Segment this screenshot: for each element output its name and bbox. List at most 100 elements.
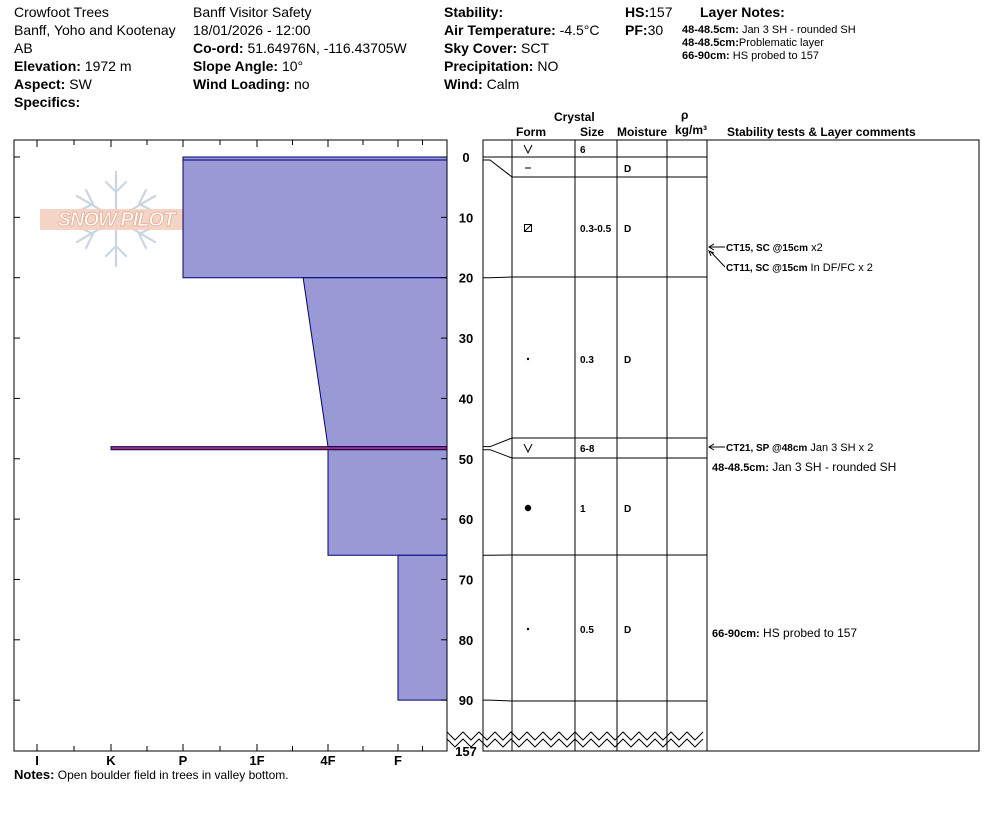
comment-ct11: CT11, SC @15cm In DF/FC x 2 [726, 262, 873, 274]
coord-label: Co-ord: [193, 40, 244, 56]
layer-connector [483, 699, 513, 702]
layer-row-3: 0.3 D [526, 355, 631, 366]
wind-label: Wind: [444, 76, 483, 92]
comment-ct15: CT15, SC @15cm x2 [726, 242, 823, 254]
moisture-header: Moisture [617, 125, 668, 139]
layer-note-2: 48-48.5cm:Problematic layer [682, 37, 824, 49]
coord-value: 51.64976N, -116.43705W [247, 40, 407, 56]
slope-label: Slope Angle: [193, 58, 279, 74]
depth-label: 70 [459, 572, 473, 587]
location-name: Crowfoot Trees [14, 4, 109, 20]
stability-label: Stability: [444, 4, 504, 20]
layer-note-1: 48-48.5cm: Jan 3 SH - rounded SH [682, 24, 856, 36]
moisture: D [624, 164, 631, 175]
moisture: D [624, 355, 631, 366]
coordinates: Co-ord: 51.64976N, -116.43705W [193, 39, 407, 57]
layer-note-3: 66-90cm: HS probed to 157 [682, 50, 819, 62]
crystal-header: Crystal [554, 110, 595, 124]
depth-label: 40 [459, 391, 473, 406]
comment-arrows [708, 243, 726, 451]
hardness-label: I [35, 753, 39, 768]
moisture: D [624, 625, 631, 636]
hardness-label: 4F [320, 753, 335, 768]
precip-value: NO [537, 58, 559, 74]
rounded-grains-icon [524, 504, 532, 512]
layer-row-0: 6 [523, 144, 586, 156]
hardness-label: F [394, 753, 402, 768]
depth-label: 80 [459, 633, 473, 648]
layer-connector [483, 276, 513, 279]
notes: Notes: Open boulder field in trees in va… [14, 767, 289, 782]
wind-value: Calm [486, 76, 520, 92]
grain-size: 0.3-0.5 [580, 224, 612, 235]
grain-size: 6-8 [580, 444, 595, 455]
depth-break-zigzag [446, 731, 704, 748]
layer-row-6: 0.5 D [526, 625, 631, 636]
penetration-foot: PF:30 [625, 21, 663, 39]
hardness-layer-2 [302, 277, 448, 448]
comment-layer-66: 66-90cm: HS probed to 157 [712, 626, 857, 640]
rounded-grains-icon [526, 627, 530, 631]
rounded-grains-icon [526, 357, 530, 361]
hardness-layer-4 [327, 449, 448, 556]
faceted-crystals-icon [524, 224, 532, 232]
specifics: Specifics: [14, 93, 80, 111]
logo-text: SNOW PILOT [58, 209, 177, 231]
precipitation: Precipitation: NO [444, 57, 558, 75]
air-temp-value: -4.5°C [559, 22, 600, 38]
observer: Banff Visitor Safety [193, 4, 312, 20]
pf-label: PF: [625, 22, 648, 38]
rho-header: ρ [681, 108, 689, 122]
layer-notes-title: Layer Notes: [700, 4, 785, 20]
depth-label: 90 [459, 693, 473, 708]
hardness-layer-5 [397, 554, 448, 701]
hardness-label: 1F [249, 753, 264, 768]
wind-loading-value: no [293, 76, 310, 92]
air-temp-label: Air Temperature: [444, 22, 556, 38]
wind-loading-label: Wind Loading: [193, 76, 291, 92]
depth-label: 0 [462, 150, 469, 165]
precip-label: Precipitation: [444, 58, 534, 74]
hardness-label: P [179, 753, 188, 768]
region: Banff, Yoho and Kootenay [14, 22, 176, 38]
province: AB [14, 40, 33, 56]
wind-loading: Wind Loading: no [193, 75, 310, 93]
layer-row-1: D [525, 164, 631, 175]
aspect-value: SW [69, 76, 92, 92]
layer-row-2: 0.3-0.5 D [524, 224, 631, 235]
sky-label: Sky Cover: [444, 40, 518, 56]
stability: Stability: [444, 3, 503, 21]
moisture: D [624, 224, 631, 235]
depth-label: 30 [459, 331, 473, 346]
comment-layer-48: 48-48.5cm: Jan 3 SH - rounded SH [712, 460, 896, 474]
elevation-value: 1972 m [84, 58, 132, 74]
slope-value: 10° [281, 58, 304, 74]
hardness-layer-1 [182, 159, 448, 279]
depth-label: 60 [459, 512, 473, 527]
layer-connector [483, 449, 513, 459]
specifics-label: Specifics: [14, 94, 81, 110]
comments-header: Stability tests & Layer comments [727, 125, 916, 139]
bottom-depth-label: 157 [455, 744, 477, 759]
comment-ct21: CT21, SP @48cm Jan 3 SH x 2 [726, 442, 873, 454]
aspect-label: Aspect: [14, 76, 66, 92]
layer-row-4: 6-8 [523, 443, 595, 455]
surface-hoar-icon [523, 443, 533, 454]
snow-height: HS:157 [625, 3, 672, 21]
hs-value: 157 [649, 4, 673, 20]
notes-label: Notes: [14, 767, 55, 782]
moisture: D [624, 504, 631, 515]
surface-hoar-icon [523, 144, 533, 155]
depth-label: 10 [459, 210, 473, 225]
grain-size: 0.3 [580, 355, 594, 366]
form-header: Form [516, 125, 546, 139]
aspect: Aspect: SW [14, 75, 92, 93]
layer-table [482, 139, 980, 752]
sky-value: SCT [521, 40, 550, 56]
air-temperature: Air Temperature: -4.5°C [444, 21, 600, 39]
hardness-graph-frame [13, 139, 448, 752]
size-header: Size [580, 125, 605, 139]
datetime: 18/01/2026 - 12:00 [193, 22, 311, 38]
